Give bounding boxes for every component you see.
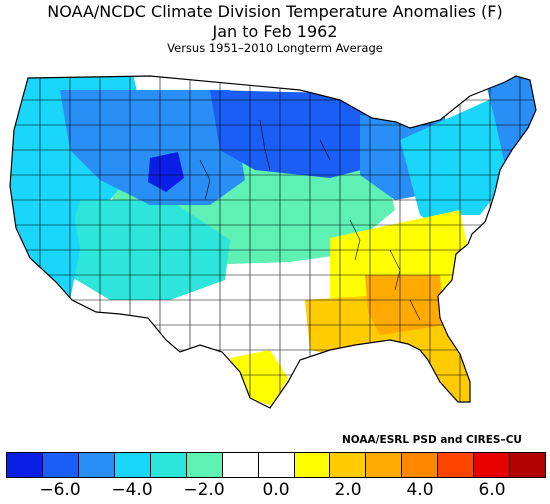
map-subtitle: Versus 1951–2010 Longterm Average bbox=[167, 41, 383, 55]
legend-tick-label: −6.0 bbox=[39, 480, 81, 500]
georgia-core bbox=[365, 275, 445, 335]
legend-swatch bbox=[330, 453, 367, 477]
data-credit: NOAA/ESRL PSD and CIRES–CU bbox=[342, 434, 522, 446]
legend-swatch bbox=[402, 453, 439, 477]
legend-swatch bbox=[78, 453, 115, 477]
us-outline bbox=[9, 75, 537, 409]
color-legend bbox=[6, 452, 546, 478]
legend-swatch bbox=[510, 453, 546, 477]
legend-tick-label: 4.0 bbox=[406, 480, 434, 500]
legend-tick-label: 6.0 bbox=[478, 480, 506, 500]
legend-swatch bbox=[150, 453, 187, 477]
legend-swatch bbox=[7, 453, 43, 477]
legend-tick-label: 2.0 bbox=[334, 480, 362, 500]
legend-swatch bbox=[186, 453, 223, 477]
legend-swatch bbox=[474, 453, 511, 477]
legend-swatch bbox=[294, 453, 331, 477]
legend-tick-label: −4.0 bbox=[111, 480, 153, 500]
legend-swatch bbox=[258, 453, 295, 477]
map-title: NOAA/NCDC Climate Division Temperature A… bbox=[47, 2, 503, 21]
legend-swatch bbox=[42, 453, 79, 477]
south-texas bbox=[230, 350, 288, 406]
map-period: Jan to Feb 1962 bbox=[212, 22, 338, 41]
legend-swatch bbox=[438, 453, 475, 477]
legend-swatch bbox=[366, 453, 403, 477]
legend-swatch bbox=[222, 453, 259, 477]
northern-rockies bbox=[60, 90, 245, 205]
legend-swatch bbox=[114, 453, 151, 477]
legend-tick-label: 0.0 bbox=[262, 480, 290, 500]
legend-tick-label: −2.0 bbox=[183, 480, 225, 500]
wyoming-core bbox=[148, 152, 184, 192]
